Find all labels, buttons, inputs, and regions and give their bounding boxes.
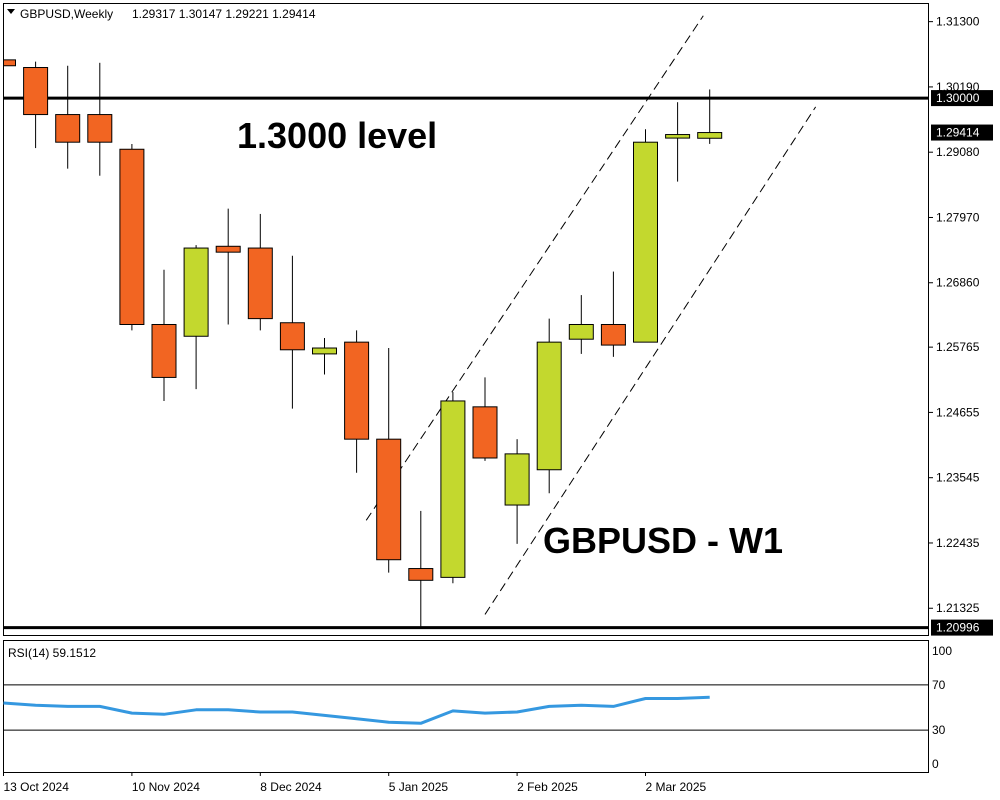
candle [376,348,402,573]
candle [23,61,49,149]
candle-body [23,67,49,116]
candle-body [344,341,370,440]
candle [151,269,177,401]
time-tick-label: 8 Dec 2024 [260,780,322,794]
candle [568,295,594,354]
candle-body [183,247,209,337]
candle-body [119,148,145,325]
rsi-tick-label: 0 [932,757,939,771]
candle-body [665,134,691,139]
candle [119,143,145,331]
candle-body [697,132,723,139]
candle-body [247,247,273,320]
rsi-level-box [930,677,950,692]
candle [312,338,337,375]
candle [55,65,81,169]
candle-body [568,323,594,340]
candle-body [376,438,402,561]
rsi-line [3,695,710,725]
candle [440,392,466,584]
time-tick-label: 5 Jan 2025 [389,780,449,794]
channel-line-lower [484,106,817,615]
candle [665,102,691,182]
price-panel [3,3,929,636]
rsi-indicator: 100 70 30 0 [3,644,952,771]
price-tick-label: 1.29080 [936,145,980,159]
time-tick-label: 2 Mar 2025 [646,780,707,794]
rsi-level-box [930,723,950,738]
price-tick-label: 1.23545 [936,471,980,485]
annotation-title: GBPUSD - W1 [543,520,783,561]
candle-body [215,245,241,253]
price-marker: 1.30000 [931,90,993,107]
candle-body [279,322,305,351]
candle [247,213,273,331]
chart-ohlc-values: 1.29317 1.30147 1.29221 1.29414 [132,7,316,21]
price-tick-label: 1.27970 [936,210,980,224]
candle [633,129,658,343]
candle-body [55,114,81,143]
candle [183,245,209,390]
price-tick-label: 1.24655 [936,405,980,419]
candle [504,439,530,544]
candle [408,510,434,628]
horizontal-levels [4,96,928,630]
chart-symbol-timeframe: GBPUSD,Weekly [20,7,113,21]
candle-body [600,323,626,346]
price-marker-label: 1.30000 [936,91,980,105]
candle-body [504,453,530,506]
channel-line-upper [365,15,704,521]
candle [87,62,113,176]
candle-body [408,568,434,581]
candle [279,255,305,409]
rsi-label: RSI(14) 59.1512 [8,646,96,660]
candle-body [536,341,562,471]
candle [600,271,626,357]
rsi-panel [3,640,929,773]
trend-channel [365,15,817,615]
candle-body [472,406,498,459]
time-tick-label: 13 Oct 2024 [4,780,70,794]
price-marker: 1.20996 [931,619,993,636]
price-tick-label: 1.26860 [936,276,980,290]
candle-body [440,400,466,578]
candle-body [87,114,113,143]
rsi-tick-label: 70 [932,678,946,692]
candle-body [312,347,337,355]
price-marker-box [931,124,993,141]
price-marker-label: 1.29414 [936,126,980,140]
price-marker-box [931,90,993,107]
candle-body [633,141,658,343]
candle [344,330,370,473]
candle [215,208,241,325]
candle [472,377,498,461]
rsi-tick-label: 30 [932,723,946,737]
candle [4,59,16,67]
price-marker: 1.29414 [931,124,993,141]
time-tick-label: 10 Nov 2024 [132,780,200,794]
price-tick-label: 1.31300 [936,15,980,29]
time-tick-label: 2 Feb 2025 [517,780,578,794]
chart-menu-triangle-icon[interactable] [7,9,15,14]
annotation-level: 1.3000 level [237,115,437,156]
candles [4,59,723,628]
price-tick-label: 1.21325 [936,601,980,615]
price-axis: 1.313001.301901.290801.279701.268601.257… [929,15,993,636]
price-marker-label: 1.20996 [936,621,980,635]
price-tick-label: 1.25765 [936,340,980,354]
price-tick-label: 1.22435 [936,536,980,550]
candle [536,318,562,494]
time-axis: 13 Oct 2024 10 Nov 2024 8 Dec 2024 5 Jan 20… [3,772,707,794]
price-marker-box [931,619,993,636]
candle [697,89,723,144]
candle-body [4,59,16,67]
rsi-tick-label: 100 [932,644,952,658]
candle-body [151,323,177,378]
